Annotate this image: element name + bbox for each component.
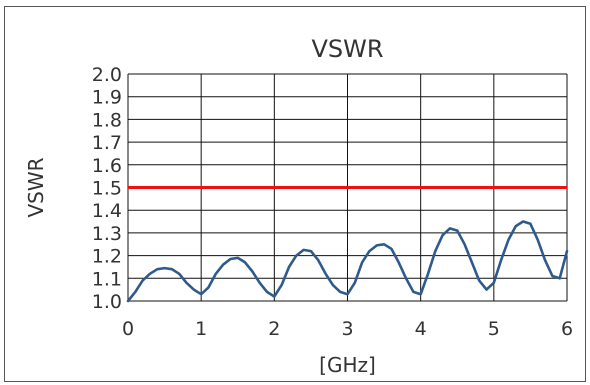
x-tick-label: 4 [415,318,427,340]
y-tick-label: 1.3 [92,223,122,245]
y-tick-label: 1.9 [92,87,122,109]
x-tick-label: 5 [488,318,500,340]
y-tick-label: 1.0 [92,291,122,313]
chart-frame: VSWR VSWR [GHz] 1.0 1.1 1.2 1.3 1.4 1.5 1.6 1.7… [4,6,586,382]
y-tick-label: 1.4 [92,200,122,222]
chart-title: VSWR [311,35,383,63]
tick-labels: 1.01.11.21.31.41.51.61.71.81.92.0 0 1 2 3 4 5 6 [92,64,573,340]
y-tick-label: 1.2 [92,246,122,268]
vswr-series-line [126,220,569,303]
y-tick-label: 1.7 [92,132,122,154]
x-tick-label: 0 [122,318,134,340]
y-axis-label: VSWR [24,157,48,217]
series-marks [126,186,569,303]
y-tick-label: 1.8 [92,109,122,131]
vswr-chart: VSWR VSWR [GHz] 1.01.11.21.31.41.51.61.7… [24,35,573,377]
x-tick-label: 1 [195,318,207,340]
x-tick-label: 2 [268,318,280,340]
x-tick-label: 3 [341,318,353,340]
y-tick-label: 1.5 [92,178,122,200]
y-tick-label: 2.0 [92,64,122,86]
y-tick-label: 1.6 [92,155,122,177]
x-axis-label: [GHz] [319,353,376,377]
y-tick-label: 1.1 [92,268,122,290]
x-tick-label: 6 [561,318,573,340]
